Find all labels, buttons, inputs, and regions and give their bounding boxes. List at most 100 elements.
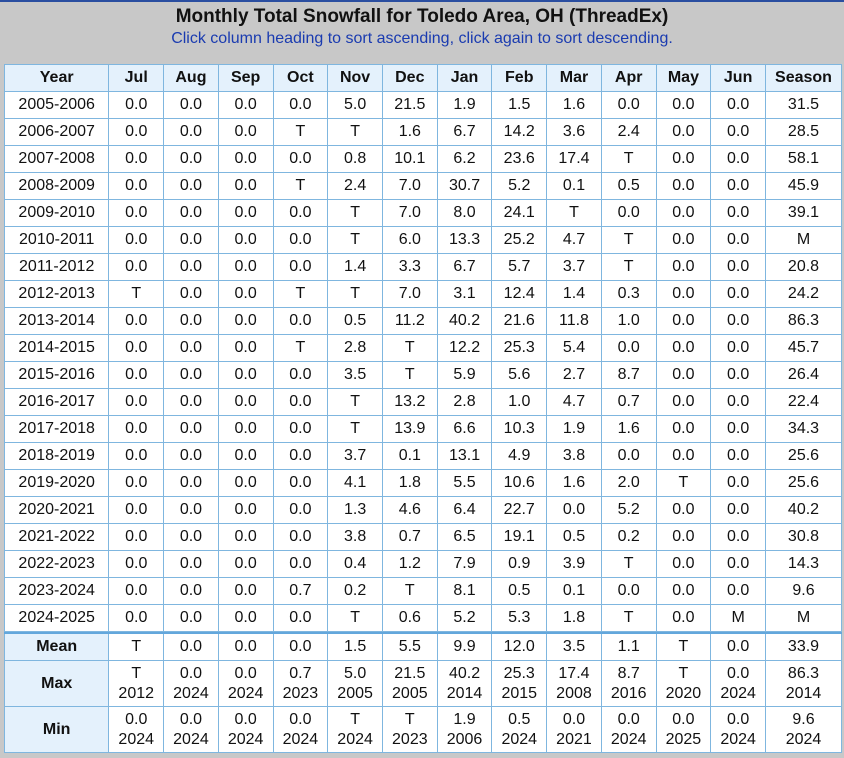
min-year: 2024: [501, 730, 538, 748]
mean-cell-jun: 0.0: [710, 633, 766, 661]
column-header-year[interactable]: Year: [3, 64, 110, 92]
snowfall-cell-aug: 0.0: [163, 226, 219, 254]
snowfall-cell-jul: 0.0: [108, 523, 165, 551]
column-header-dec[interactable]: Dec: [381, 64, 438, 92]
column-header-jun[interactable]: Jun: [710, 64, 766, 92]
column-header-feb[interactable]: Feb: [491, 64, 548, 92]
snowfall-cell-feb: 10.6: [491, 469, 548, 497]
max-cell-oct: 0.7 2023: [272, 660, 329, 707]
mean-cell-jan: 9.9: [436, 633, 493, 661]
max-year: 2020: [665, 684, 702, 702]
table-row: 2010-2011 0.0 0.0 0.0 0.0 T 6.0 13.3 25.2 4.7 T 0.0…: [3, 226, 843, 254]
table-row: 2009-2010 0.0 0.0 0.0 0.0 T 7.0 8.0 24.1 T 0.0 0.0 0…: [3, 199, 843, 227]
snowfall-cell-aug: 0.0: [163, 496, 219, 524]
mean-cell-season: 33.9: [764, 633, 843, 661]
snowfall-cell-sep: 0.0: [217, 523, 274, 551]
table-row: 2007-2008 0.0 0.0 0.0 0.0 0.8 10.1 6.2 23.6 17.4 T…: [3, 145, 843, 173]
table-row: 2005-2006 0.0 0.0 0.0 0.0 5.0 21.5 1.9 1.5 1.6 0.0…: [3, 91, 843, 119]
snowfall-cell-jun: 0.0: [710, 307, 766, 335]
snowfall-cell-dec: 1.6: [381, 118, 438, 146]
snowfall-cell-aug: 0.0: [163, 172, 219, 200]
column-header-sep[interactable]: Sep: [217, 64, 274, 92]
snowfall-cell-jan: 6.6: [436, 415, 493, 443]
column-header-season[interactable]: Season: [764, 64, 843, 92]
max-value: 17.4: [558, 664, 590, 682]
snowfall-cell-may: 0.0: [655, 361, 712, 389]
snowfall-cell-jan: 5.9: [436, 361, 493, 389]
snowfall-cell-jul: 0.0: [108, 172, 165, 200]
snowfall-cell-dec: 3.3: [381, 253, 438, 281]
table-row: 2006-2007 0.0 0.0 0.0 T T 1.6 6.7 14.2 3.6 2.4 0.0 0…: [3, 118, 843, 146]
snowfall-cell-may: 0.0: [655, 442, 712, 470]
snowfall-cell-apr: T: [600, 604, 657, 632]
snowfall-cell-season: 31.5: [764, 91, 843, 119]
column-header-jul[interactable]: Jul: [108, 64, 165, 92]
snowfall-cell-jun: M: [710, 604, 766, 632]
snowfall-cell-sep: 0.0: [217, 415, 274, 443]
snowfall-cell-sep: 0.0: [217, 280, 274, 308]
snowfall-cell-jan: 40.2: [436, 307, 493, 335]
table-row: 2015-2016 0.0 0.0 0.0 0.0 3.5 T 5.9 5.6 2.7 8.7 0.0…: [3, 361, 843, 389]
column-header-aug[interactable]: Aug: [163, 64, 219, 92]
snowfall-cell-aug: 0.0: [163, 307, 219, 335]
snowfall-cell-dec: 0.1: [381, 442, 438, 470]
season-year-cell: 2020-2021: [3, 496, 110, 524]
snowfall-cell-oct: T: [272, 172, 329, 200]
snowfall-cell-apr: 0.0: [600, 334, 657, 362]
snowfall-cell-may: 0.0: [655, 577, 712, 605]
snowfall-cell-feb: 24.1: [491, 199, 548, 227]
snowfall-cell-jan: 6.7: [436, 118, 493, 146]
snowfall-cell-nov: 3.7: [327, 442, 383, 470]
snowfall-cell-jan: 8.1: [436, 577, 493, 605]
snowfall-cell-nov: T: [327, 415, 383, 443]
mean-cell-apr: 1.1: [600, 633, 657, 661]
snowfall-cell-jul: 0.0: [108, 145, 165, 173]
snowfall-cell-sep: 0.0: [217, 226, 274, 254]
snowfall-cell-aug: 0.0: [163, 253, 219, 281]
snowfall-cell-nov: 1.3: [327, 496, 383, 524]
snowfall-cell-nov: 2.4: [327, 172, 383, 200]
max-year: 2016: [610, 684, 647, 702]
snowfall-cell-oct: 0.0: [272, 199, 329, 227]
snowfall-cell-dec: 11.2: [381, 307, 438, 335]
snowfall-cell-aug: 0.0: [163, 145, 219, 173]
snowfall-cell-sep: 0.0: [217, 199, 274, 227]
column-header-oct[interactable]: Oct: [272, 64, 329, 92]
snowfall-cell-feb: 1.5: [491, 91, 548, 119]
snowfall-cell-jan: 5.2: [436, 604, 493, 632]
snowfall-cell-nov: T: [327, 118, 383, 146]
snowfall-cell-season: 20.8: [764, 253, 843, 281]
snowfall-table: Year Jul Aug Sep Oct Nov Dec Jan Feb Mar Apr May Jun…: [3, 64, 843, 753]
snowfall-cell-aug: 0.0: [163, 280, 219, 308]
column-header-may[interactable]: May: [655, 64, 712, 92]
season-year-cell: 2006-2007: [3, 118, 110, 146]
snowfall-cell-season: 86.3: [764, 307, 843, 335]
snowfall-cell-may: 0.0: [655, 523, 712, 551]
min-year: 2006: [446, 730, 483, 748]
snowfall-cell-aug: 0.0: [163, 199, 219, 227]
season-year-cell: 2016-2017: [3, 388, 110, 416]
max-value: 25.3: [503, 664, 535, 682]
snowfall-cell-may: 0.0: [655, 118, 712, 146]
snowfall-cell-aug: 0.0: [163, 334, 219, 362]
min-value: 0.0: [727, 710, 750, 728]
max-cell-feb: 25.3 2015: [491, 660, 548, 707]
column-header-nov[interactable]: Nov: [327, 64, 383, 92]
snowfall-cell-season: 45.7: [764, 334, 843, 362]
max-year: 2005: [392, 684, 428, 702]
snowfall-cell-mar: 3.7: [546, 253, 602, 281]
snowfall-cell-apr: 0.2: [600, 523, 657, 551]
snowfall-cell-jun: 0.0: [710, 496, 766, 524]
snowfall-cell-jan: 8.0: [436, 199, 493, 227]
column-header-apr[interactable]: Apr: [600, 64, 657, 92]
max-row: Max T 2012 0.0 2024 0.0 2024 0.7 2023 5.0 2005 21.5…: [3, 660, 843, 707]
column-header-mar[interactable]: Mar: [546, 64, 602, 92]
snowfall-cell-dec: 0.6: [381, 604, 438, 632]
snowfall-cell-mar: 5.4: [546, 334, 602, 362]
snowfall-cell-apr: 0.5: [600, 172, 657, 200]
snowfall-cell-oct: T: [272, 280, 329, 308]
snowfall-cell-jan: 6.2: [436, 145, 493, 173]
column-header-jan[interactable]: Jan: [436, 64, 493, 92]
min-value: 0.0: [562, 710, 586, 728]
snowfall-cell-season: 14.3: [764, 550, 843, 578]
